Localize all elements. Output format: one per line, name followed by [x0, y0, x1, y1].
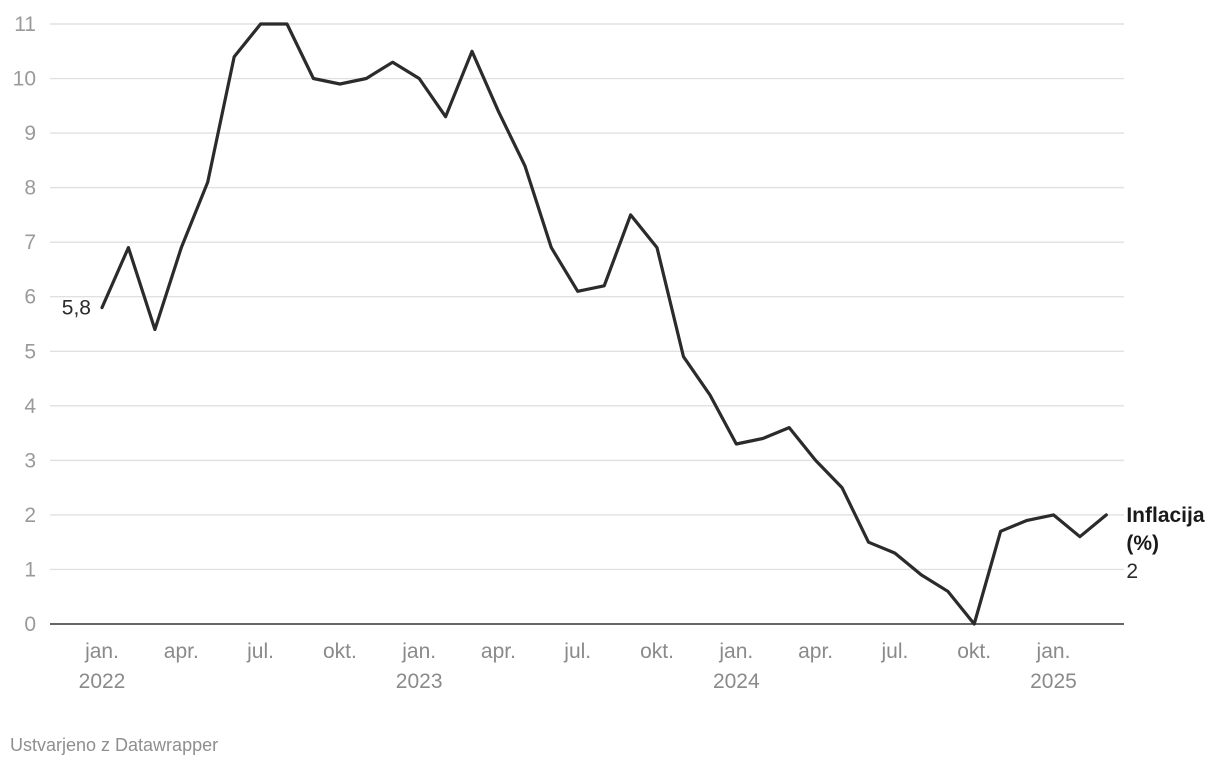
y-tick-label: 9	[24, 122, 36, 145]
x-tick-label: okt.	[957, 640, 991, 663]
x-tick-label: jul.	[880, 640, 908, 663]
x-tick-year-label: 2024	[713, 670, 760, 693]
x-tick-year-label: 2025	[1030, 670, 1077, 693]
series-labels: 5,8 Inflacija (%) 2	[62, 297, 1205, 583]
y-tick-label: 2	[24, 504, 36, 527]
y-tick-label: 7	[24, 231, 36, 254]
start-value-label: 5,8	[62, 297, 91, 320]
x-tick-label: okt.	[323, 640, 357, 663]
x-axis-ticks: jan. 2022 apr. jul. okt. jan. 2023 apr. jul. okt.…	[79, 640, 1077, 693]
x-tick-label: apr.	[164, 640, 199, 663]
series-name-label: (%)	[1126, 532, 1159, 555]
gridlines	[50, 23, 1124, 571]
y-tick-label: 0	[24, 613, 36, 636]
x-tick-label: apr.	[481, 640, 516, 663]
x-tick-year-label: 2022	[79, 670, 126, 693]
x-tick-label: jan.	[84, 640, 119, 663]
x-tick-label: jul.	[563, 640, 591, 663]
y-tick-label: 8	[24, 177, 36, 200]
y-tick-label: 10	[13, 68, 36, 91]
x-tick-label: jan.	[1036, 640, 1071, 663]
x-tick-label: jul.	[246, 640, 274, 663]
inflation-line	[100, 22, 1108, 626]
x-tick-label: jan.	[401, 640, 436, 663]
y-tick-label: 11	[14, 13, 36, 36]
x-tick-label: apr.	[798, 640, 833, 663]
y-tick-label: 3	[24, 449, 36, 472]
y-tick-label: 6	[24, 286, 36, 309]
footer-credit: Ustvarjeno z Datawrapper	[10, 735, 219, 755]
x-tick-label: okt.	[640, 640, 674, 663]
y-tick-label: 4	[24, 395, 36, 418]
y-tick-label: 5	[24, 340, 36, 363]
end-value-label: 2	[1126, 560, 1138, 583]
y-tick-label: 1	[24, 558, 36, 581]
x-tick-year-label: 2023	[396, 670, 443, 693]
x-tick-label: jan.	[718, 640, 753, 663]
y-axis-ticks: 0 1 2 3 4 5 6 7 8 9 10 11	[13, 13, 37, 636]
series-name-label: Inflacija	[1126, 504, 1205, 527]
series-layer	[100, 22, 1108, 626]
